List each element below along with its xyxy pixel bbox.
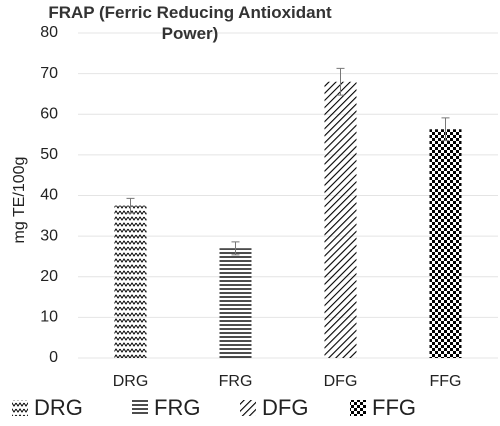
bar <box>219 248 252 358</box>
y-tick-label: 70 <box>40 65 58 82</box>
chart-title: FRAP (Ferric Reducing Antioxidant Power) <box>48 3 332 43</box>
error-bar <box>441 117 450 142</box>
y-tick-label: 80 <box>40 24 58 41</box>
legend-label: DFG <box>262 395 308 420</box>
y-tick-label: 20 <box>40 268 58 285</box>
y-axis-label: mg TE/100g <box>11 157 28 244</box>
y-tick-label: 40 <box>40 187 58 204</box>
bar <box>114 205 147 358</box>
y-tick-label: 50 <box>40 146 58 163</box>
y-tick-label: 30 <box>40 227 58 244</box>
error-bar <box>336 67 345 96</box>
bar <box>429 129 462 358</box>
x-tick-label: DFG <box>324 373 358 390</box>
x-tick-label: FRG <box>219 373 253 390</box>
y-tick-label: 60 <box>40 105 58 122</box>
legend-label: FFG <box>372 395 416 420</box>
x-tick-label: DRG <box>113 373 149 390</box>
legend-label: FRG <box>154 395 200 420</box>
bar <box>324 81 357 358</box>
legend-swatch <box>12 400 28 416</box>
x-tick-label: FFG <box>430 373 462 390</box>
legend-swatch <box>240 400 256 416</box>
error-bar <box>231 241 240 256</box>
legend-swatch <box>350 400 366 416</box>
y-tick-label: 10 <box>40 309 58 326</box>
error-bar <box>126 197 135 214</box>
legend-swatch <box>132 400 148 416</box>
y-tick-label: 0 <box>49 349 58 366</box>
legend-label: DRG <box>34 395 83 420</box>
